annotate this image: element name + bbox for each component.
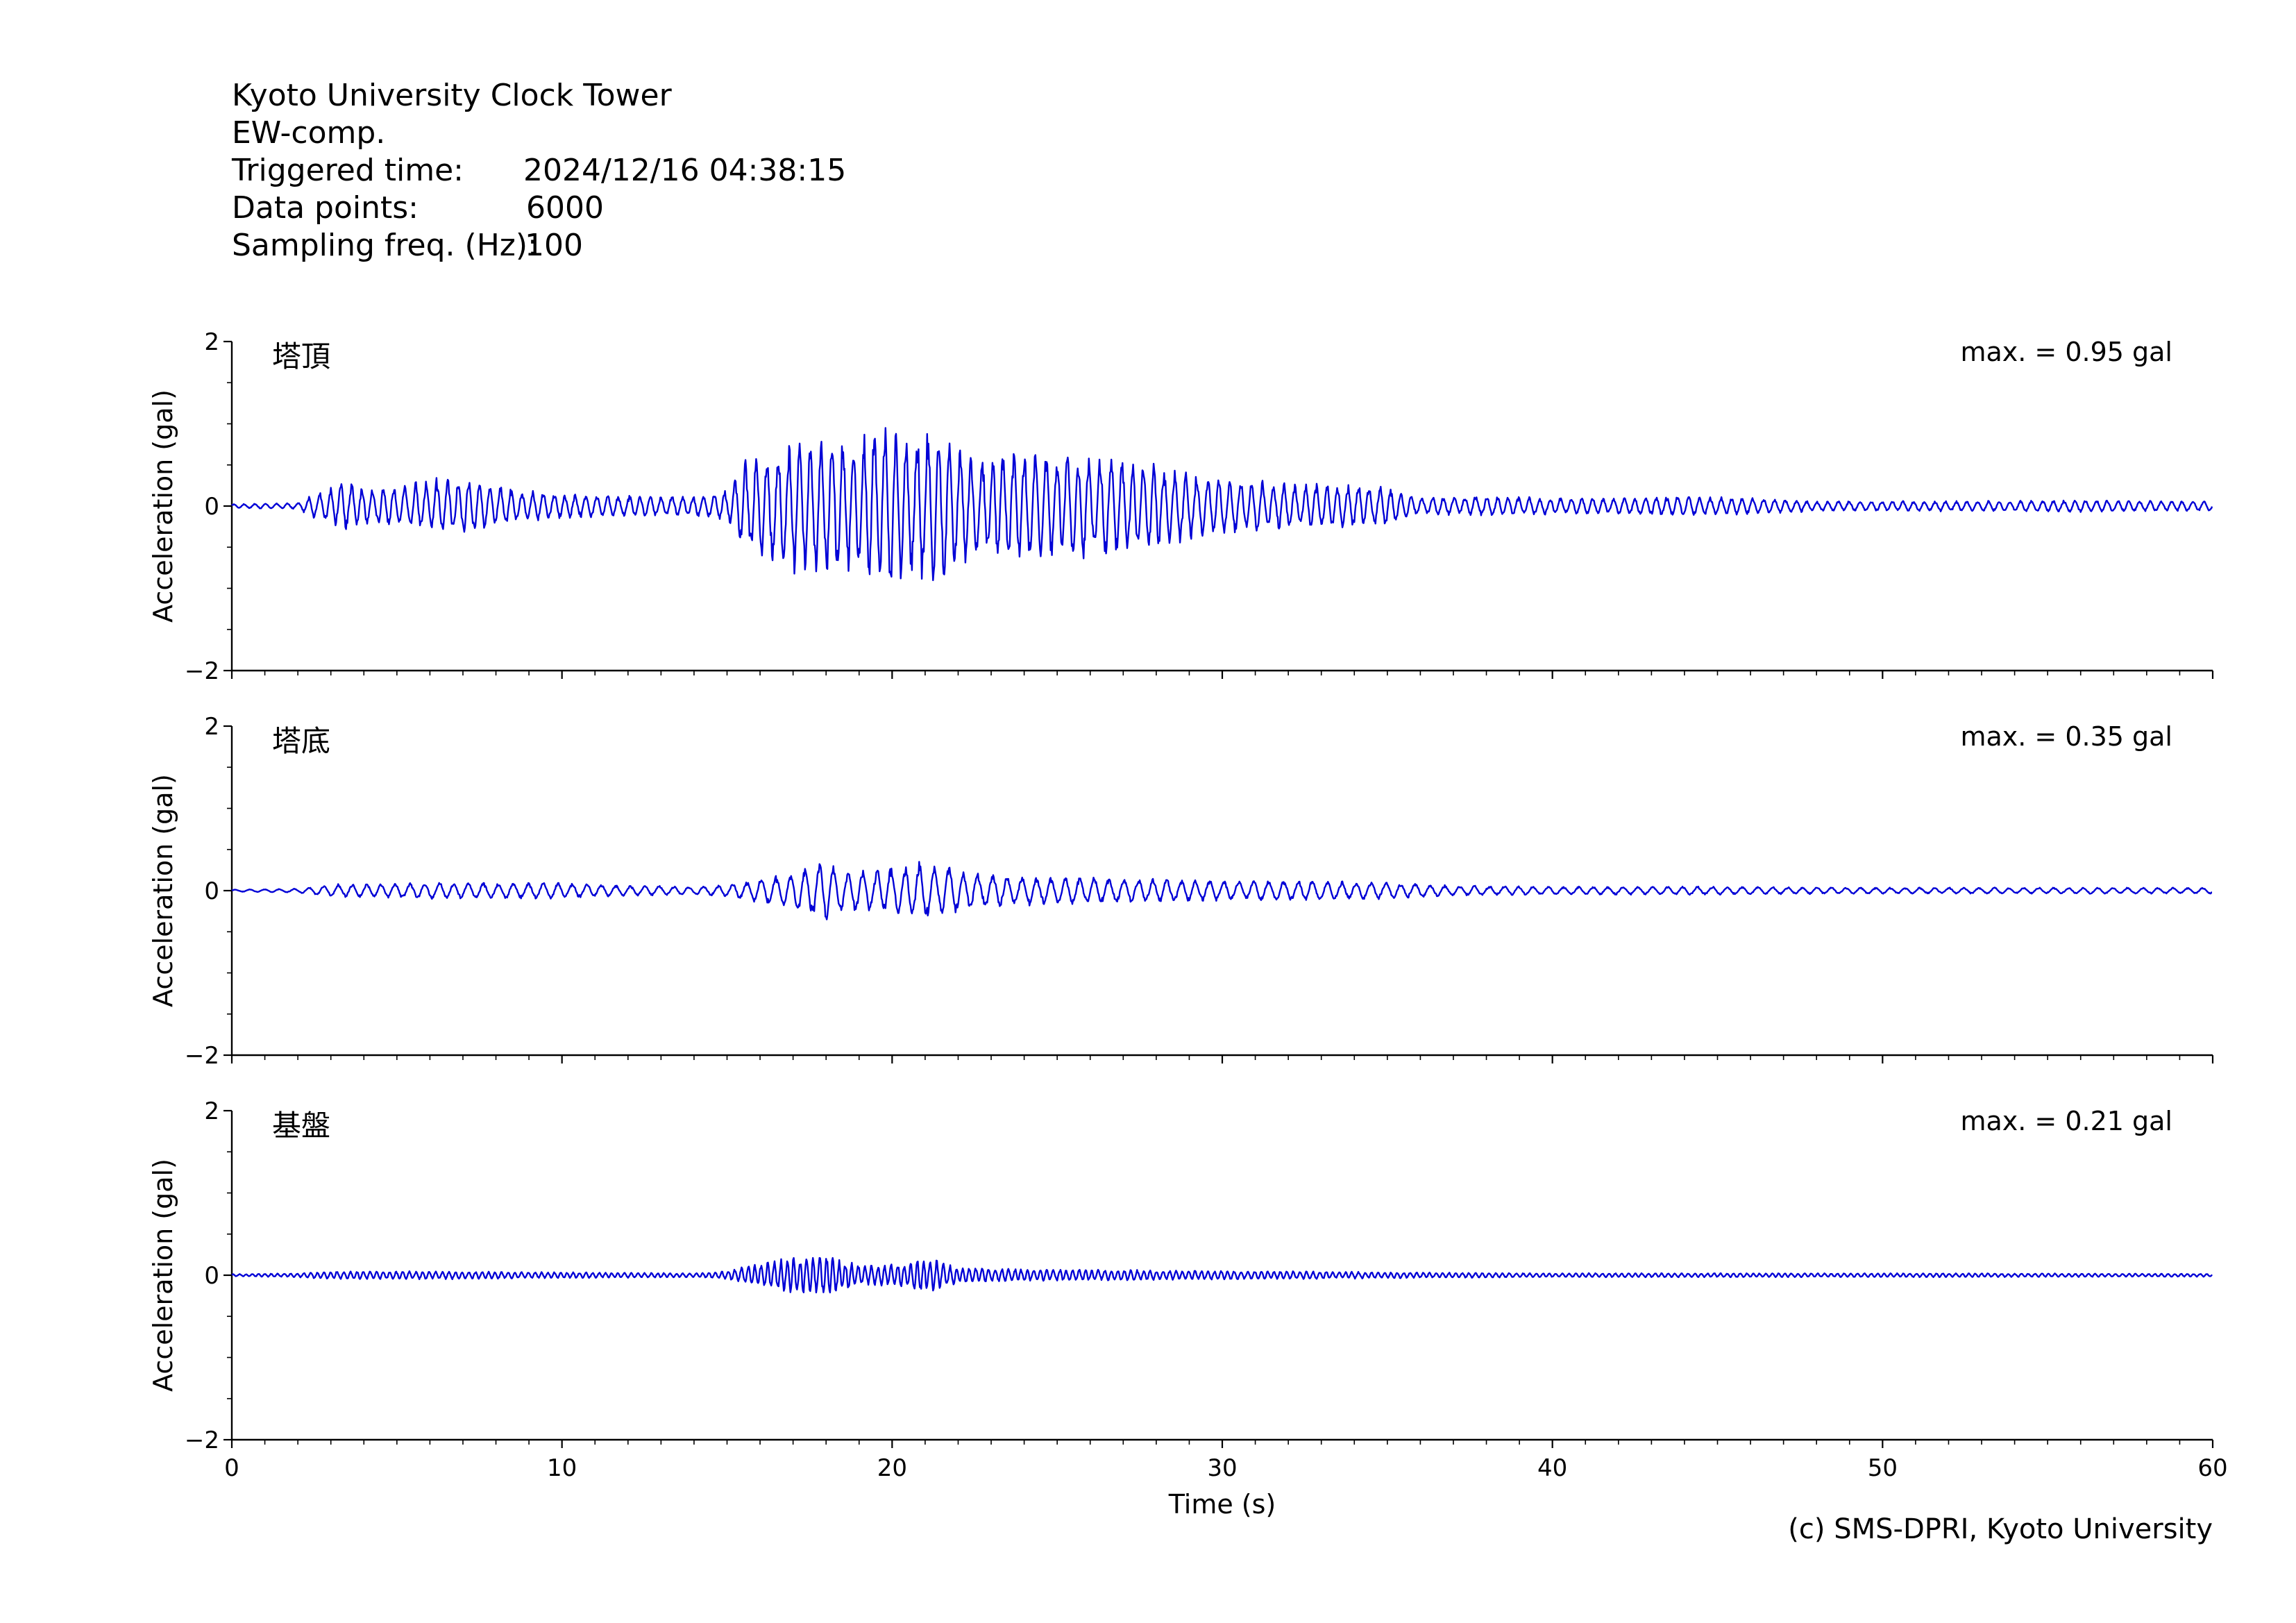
panel-title: 塔頂 [272,339,330,373]
x-axis-label: Time (s) [1168,1489,1276,1520]
y-tick-label: 0 [204,493,219,521]
triggered-time-label: Triggered time: [231,153,464,188]
acceleration-trace [231,427,2213,582]
sampling-freq-label: Sampling freq. (Hz): [232,228,538,263]
panel-title: 基盤 [272,1109,330,1143]
acceleration-trace [231,861,2213,920]
x-tick-label: 60 [2197,1454,2227,1482]
x-tick-label: 0 [224,1454,239,1482]
panel-tower-base: 2 0 −2 Acceleration (gal) 塔底 max. = 0.35 gal [148,713,2214,1070]
acceleration-trace [231,1256,2213,1294]
header-block: Kyoto University Clock Tower EW-comp. Tr… [231,78,846,263]
x-tick-label: 40 [1537,1454,1567,1482]
y-axis-label: Acceleration (gal) [148,389,178,623]
sampling-freq-value: 100 [525,228,583,263]
y-axis-label: Acceleration (gal) [148,1159,178,1392]
y-tick-label: 2 [204,713,219,741]
x-tick-label: 30 [1207,1454,1237,1482]
data-points-value: 6000 [526,190,604,226]
y-axis-label: Acceleration (gal) [148,774,178,1007]
panel-tower-top: 2 0 −2 Acceleration (gal) 塔頂 max. = 0.95 gal [148,328,2214,685]
y-tick-label: −2 [185,657,219,685]
y-tick-label: −2 [185,1427,219,1454]
triggered-time-value: 2024/12/16 04:38:15 [523,153,846,188]
max-annotation: max. = 0.21 gal [1960,1106,2172,1136]
station-name: Kyoto University Clock Tower [232,78,673,113]
x-tick-label: 20 [877,1454,907,1482]
copyright-credit: (c) SMS-DPRI, Kyoto University [1788,1513,2213,1545]
data-points-label: Data points: [232,190,419,226]
max-annotation: max. = 0.95 gal [1960,337,2172,367]
panel-title: 塔底 [272,724,330,758]
y-tick-label: 0 [204,877,219,905]
x-tick-label: 10 [547,1454,577,1482]
y-tick-label: −2 [185,1042,219,1070]
y-tick-label: 0 [204,1262,219,1290]
max-annotation: max. = 0.35 gal [1960,721,2172,752]
x-tick-label: 50 [1868,1454,1898,1482]
y-tick-label: 2 [204,328,219,356]
y-tick-label: 2 [204,1098,219,1125]
component-label: EW-comp. [232,115,385,151]
